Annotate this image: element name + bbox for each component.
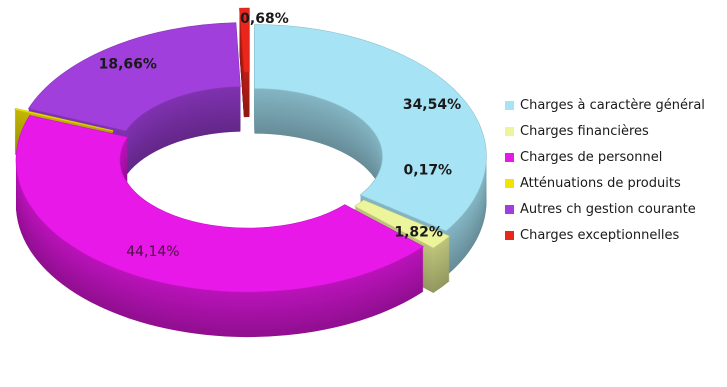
legend-label: Charges à caractère général — [520, 97, 705, 113]
legend-swatch — [505, 100, 514, 110]
value-labels: 34,54% 1,82% 44,14% 0,17% 18,66% 0,68% — [99, 11, 462, 260]
legend-swatch — [505, 230, 514, 240]
legend-swatch — [505, 126, 514, 136]
legend-item: Atténuations de produits — [505, 170, 727, 196]
value-label-5: 0,68% — [240, 11, 289, 27]
legend-item: Charges de personnel — [505, 144, 727, 170]
slice-5 — [239, 7, 250, 73]
value-label-1: 1,82% — [394, 224, 443, 240]
legend-swatch — [505, 204, 514, 214]
slice-3 — [14, 107, 114, 132]
legend-item: Charges à caractère général — [505, 92, 727, 118]
legend-label: Charges financières — [520, 123, 649, 139]
slice-0 — [254, 24, 487, 232]
legend-item: Charges financières — [505, 118, 727, 144]
value-label-4: 18,66% — [99, 56, 157, 72]
value-label-2: 44,14% — [126, 244, 179, 260]
slice-tops — [14, 7, 487, 293]
legend-swatch — [505, 152, 514, 162]
chart-legend: Charges à caractère général Charges finan… — [505, 92, 727, 248]
legend-item: Charges exceptionnelles — [505, 222, 727, 248]
slice-1 — [354, 199, 451, 249]
slice-2 — [15, 115, 424, 293]
legend-label: Charges exceptionnelles — [520, 227, 680, 243]
legend-label: Atténuations de produits — [520, 175, 681, 191]
legend-item: Autres ch gestion courante — [505, 196, 727, 222]
slice-4 — [27, 22, 241, 132]
legend-label: Charges de personnel — [520, 149, 663, 165]
value-label-3: 0,17% — [404, 163, 453, 179]
legend-label: Autres ch gestion courante — [520, 201, 696, 217]
legend-swatch — [505, 178, 514, 188]
value-label-0: 34,54% — [403, 97, 461, 113]
